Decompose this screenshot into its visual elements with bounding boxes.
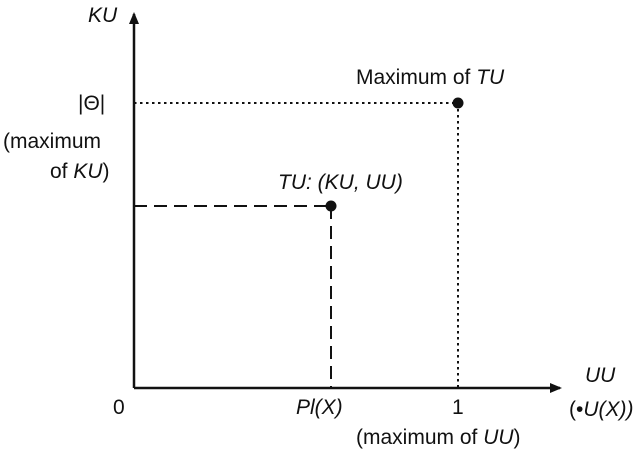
origin-label: 0 — [113, 396, 125, 419]
x-tick-one: 1 — [452, 396, 464, 419]
tu-point — [325, 200, 337, 212]
y-tick-theta-note-line2: of KU) — [50, 160, 110, 183]
max-point-label: Maximum of TU — [356, 66, 505, 89]
y-tick-theta: |Θ| — [78, 92, 105, 115]
y-tick-theta-note-line1: (maximum — [3, 130, 101, 153]
x-tick-one-note-suffix: ) — [514, 426, 521, 449]
max-point — [452, 97, 464, 109]
x-axis-label: UU — [585, 364, 616, 387]
x-tick-one-note-italic: UU — [483, 426, 514, 449]
x-tick-one-note: (maximum of UU) — [356, 426, 521, 449]
y-tick-theta-note-suffix: ) — [103, 160, 110, 183]
x-axis-sub-label: (•U(X)) — [569, 398, 634, 421]
bullet-glyph: • — [576, 398, 583, 421]
tu-point-label: TU: (KU, UU) — [278, 171, 403, 194]
x-axis-sub-prefix: ( — [569, 398, 576, 421]
y-tick-theta-note-prefix: of — [50, 160, 73, 183]
max-point-label-italic: TU — [476, 66, 505, 89]
x-tick-pl: Pl(X) — [296, 396, 343, 419]
x-axis-sub-text: U(X)) — [583, 398, 633, 421]
max-point-label-prefix: Maximum of — [356, 66, 476, 89]
x-tick-one-note-prefix: (maximum of — [356, 426, 483, 449]
y-tick-theta-note-italic: KU — [73, 160, 103, 183]
y-axis-label: KU — [88, 4, 118, 27]
